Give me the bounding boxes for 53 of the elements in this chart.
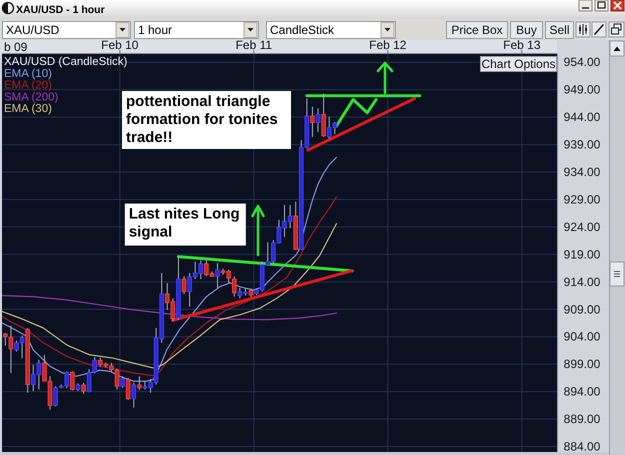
text: b 09 — [4, 40, 28, 54]
y-tick-label: 884.00 — [564, 440, 601, 454]
y-tick-label: 894.00 — [564, 384, 601, 399]
candlestick — [182, 276, 186, 294]
annotation: pottentional triangle formattion for tonites trade!! — [126, 93, 278, 146]
dropdown: 1 hour — [134, 21, 259, 39]
dropdown: CandleStick — [266, 21, 396, 39]
button: Price Box — [446, 21, 508, 39]
candlestick — [316, 108, 320, 132]
candlestick — [232, 276, 237, 298]
dropdown: XAU/USD — [2, 21, 131, 39]
x-tick-label: Feb 10 — [101, 38, 139, 52]
text: SMA (200) — [4, 91, 58, 104]
y-tick-label: 914.00 — [564, 274, 601, 289]
candlestick — [120, 376, 125, 388]
chart-title: XAU/USD - 1 hour — [16, 4, 105, 16]
y-tick-label: 904.00 — [564, 330, 601, 344]
y-tick-label: 909.00 — [564, 302, 601, 316]
candlestick — [137, 376, 142, 390]
y-tick-label: 929.00 — [564, 192, 601, 206]
x-tick-label: Feb 13 — [503, 38, 541, 52]
y-tick-label: 899.00 — [564, 357, 601, 372]
candlestick — [310, 106, 315, 138]
candlestick — [53, 386, 58, 407]
y-tick-label: 954.00 — [564, 55, 601, 70]
y-tick-label: 944.00 — [564, 110, 601, 124]
annotation: XAU/USD (CandleStick) — [4, 56, 128, 68]
candlestick — [70, 370, 75, 392]
candlestick — [321, 93, 326, 138]
note-box: Last nites Long signal — [124, 204, 246, 246]
text: EMA (10) — [4, 68, 52, 80]
text: EMA (30) — [4, 103, 52, 116]
y-tick-label: 949.00 — [564, 82, 601, 97]
y-tick-label: 939.00 — [564, 138, 601, 152]
candlestick — [126, 377, 130, 400]
y-tick-label: 919.00 — [564, 247, 601, 262]
candlestick — [81, 382, 86, 394]
x-tick-label: Feb 11 — [236, 38, 272, 52]
button: Chart Options — [480, 56, 557, 72]
candlestick — [215, 262, 220, 288]
button: Buy — [510, 21, 543, 39]
candlestick — [3, 332, 8, 346]
y-tick-label: 934.00 — [564, 165, 601, 180]
candlestick — [131, 382, 136, 408]
text: EMA (20) — [4, 80, 52, 92]
x-tick-label: Feb 12 — [369, 38, 407, 52]
button: Sell — [545, 21, 574, 39]
candlestick — [114, 368, 120, 390]
y-tick-label: 889.00 — [564, 412, 601, 426]
candlestick — [8, 325, 14, 374]
y-tick-label: 924.00 — [564, 220, 601, 234]
annotation: Last nites Long signal — [128, 206, 240, 241]
note-box: pottentional triangle formattion for tonites trade!! — [122, 91, 291, 149]
